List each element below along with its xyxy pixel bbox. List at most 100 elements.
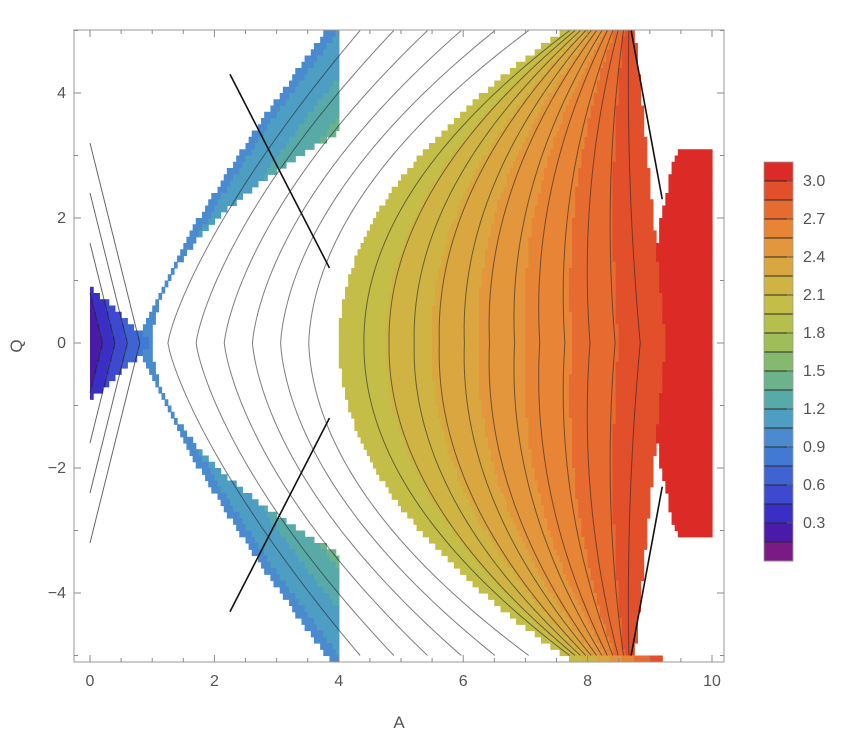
contour-fill-cell: [528, 443, 573, 450]
contour-fill-cell: [606, 55, 623, 63]
contour-fill-cell: [345, 293, 390, 300]
contour-fill-cell: [376, 468, 418, 475]
contour-fill-cell: [519, 530, 551, 538]
contour-fill-cell: [624, 649, 635, 657]
contour-fill-cell: [478, 368, 526, 375]
contour-fill-cell: [503, 493, 542, 500]
contour-fill-cell: [189, 230, 200, 238]
contour-fill-cell: [264, 111, 278, 119]
contour-fill-cell: [568, 386, 617, 394]
contour-fill-cell: [562, 36, 576, 44]
contour-fill-cell: [351, 411, 396, 419]
contour-fill-cell: [282, 86, 296, 94]
contour-fill-cell: [544, 580, 570, 588]
contour-fill-cell: [596, 655, 610, 662]
contour-fill-cell: [233, 161, 243, 169]
contour-fill-cell: [531, 555, 561, 563]
contour-fill-cell: [590, 111, 617, 119]
contour-fill-cell: [472, 505, 508, 513]
contour-fill-cell: [528, 236, 573, 244]
contour-fill-cell: [422, 480, 461, 488]
contour-fill-cell: [572, 368, 617, 375]
contour-fill-cell: [534, 61, 551, 69]
contour-fill-cell: [428, 186, 467, 194]
contour-fill-cell: [478, 361, 526, 369]
contour-fill-cell: [572, 236, 614, 244]
colorbar-tick-label: 2.4: [803, 249, 825, 266]
contour-fill-cell: [111, 330, 125, 338]
contour-fill-cell: [404, 443, 449, 450]
contour-fill-cell: [659, 455, 713, 463]
contour-fill-cell: [323, 649, 337, 657]
contour-fill-cell: [450, 455, 492, 463]
contour-fill-cell: [469, 180, 508, 188]
contour-fill-cell: [656, 430, 713, 438]
contour-fill-cell: [478, 386, 526, 394]
contour-fill-cell: [484, 261, 530, 269]
contour-fill-cell: [326, 636, 340, 644]
contour-fill-cell: [572, 255, 614, 263]
contour-line: [488, 30, 597, 656]
contour-fill-cell: [478, 311, 526, 319]
contour-fill-cell: [93, 305, 107, 313]
contour-line: [586, 30, 619, 656]
contour-fill-cell: [419, 205, 458, 213]
contour-fill-cell: [450, 155, 483, 163]
contour-fill-cell: [453, 218, 495, 225]
contour-fill-cell: [525, 343, 573, 350]
contour-fill-cell: [615, 411, 660, 419]
colorbar-swatch: [764, 219, 793, 239]
contour-fill-cell: [313, 61, 340, 69]
colorbar-tick-label: 0.6: [803, 477, 825, 494]
contour-fill-cell: [572, 243, 614, 250]
contour-fill-cell: [270, 161, 287, 169]
contour-fill-cell: [410, 455, 452, 463]
contour-fill-cell: [603, 61, 623, 69]
discontinuity-line: [630, 30, 664, 200]
contour-fill-cell: [562, 630, 579, 638]
contour-line: [251, 30, 462, 656]
contour-fill-cell: [158, 293, 163, 300]
contour-fill-cell: [596, 86, 620, 94]
contour-fill-cell: [354, 255, 399, 263]
contour-fill-cell: [242, 161, 271, 169]
contour-fill-cell: [373, 461, 415, 469]
contour-fill-cell: [572, 324, 620, 332]
contour-fill-cell: [659, 286, 713, 294]
contour-fill-cell: [245, 524, 278, 532]
contour-fill-cell: [338, 336, 387, 344]
contour-fill-cell: [441, 424, 486, 432]
contour-fill-cell: [553, 593, 576, 600]
contour-fill-cell: [460, 480, 499, 488]
contour-fill-cell: [226, 186, 253, 194]
contour-fill-cell: [612, 211, 654, 219]
contour-fill-cell: [391, 493, 430, 500]
contour-fill-cell: [537, 111, 564, 119]
contour-fill-cell: [273, 580, 287, 588]
contour-fill-cell: [562, 118, 589, 125]
contour-fill-cell: [572, 218, 614, 225]
contour-fill-cell: [659, 393, 713, 400]
contour-fill-cell: [444, 436, 489, 444]
x-tick-label: 4: [334, 673, 343, 690]
contour-fill-cell: [568, 274, 617, 282]
contour-fill-cell: [145, 361, 156, 369]
contour-fill-cell: [572, 330, 620, 338]
contour-fill-cell: [581, 161, 614, 169]
contour-fill-cell: [478, 586, 505, 594]
contour-fill-cell: [102, 343, 116, 350]
contour-fill-cell: [615, 261, 660, 269]
contour-fill-cell: [491, 449, 533, 457]
contour-fill-cell: [217, 186, 228, 194]
contour-fill-cell: [90, 336, 104, 344]
contour-fill-cell: [578, 511, 614, 519]
contour-fill-cell: [379, 205, 421, 213]
contour-fill-cell: [183, 436, 194, 444]
contour-fill-cell: [506, 180, 542, 188]
contour-fill-cell: [341, 380, 390, 388]
contour-fill-cell: [90, 349, 100, 357]
contour-fill-cell: [261, 118, 271, 125]
contour-fill-cell: [484, 430, 530, 438]
contour-fill-cell: [478, 161, 514, 169]
contour-fill-cell: [391, 399, 436, 407]
